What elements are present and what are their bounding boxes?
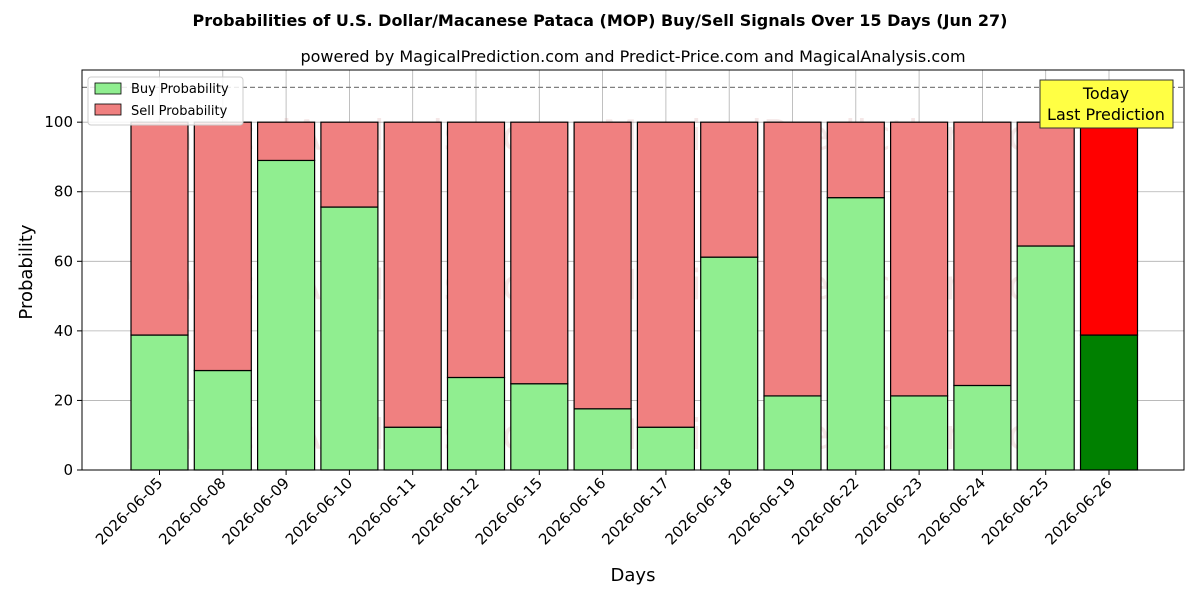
x-tick-label: 2026-06-10 — [282, 474, 356, 548]
bar-sell — [763, 121, 822, 397]
bar-sell — [1079, 121, 1139, 336]
plot-frame — [81, 69, 1185, 471]
annotation-line-2: Last Prediction — [1047, 105, 1165, 124]
x-tick-label: 2026-06-09 — [219, 474, 293, 548]
x-tick-label: 2026-06-15 — [472, 474, 546, 548]
x-tick-label: 2026-06-24 — [915, 474, 989, 548]
bar-buy — [193, 369, 252, 471]
legend-box — [87, 76, 244, 126]
bar-sell — [1016, 121, 1075, 247]
legend-swatch-buy — [94, 82, 122, 95]
x-tick-label: 2026-06-23 — [852, 474, 926, 548]
today-annotation: Today Last Prediction — [1039, 79, 1174, 129]
bar-buy — [763, 395, 822, 471]
x-tick-label: 2026-06-25 — [978, 474, 1052, 548]
bar-sell — [130, 121, 189, 336]
bar-buy — [320, 206, 379, 471]
x-axis-label: Days — [611, 565, 656, 586]
bar-buy — [889, 395, 949, 471]
bar-sell — [193, 121, 252, 372]
x-axis-ticks: 2026-06-052026-06-082026-06-092026-06-10… — [92, 470, 1116, 548]
legend: Buy Probability Sell Probability — [87, 76, 244, 126]
x-tick-label: 2026-06-12 — [408, 474, 482, 548]
bar-sell — [636, 121, 696, 428]
chart-subtitle: powered by MagicalPrediction.com and Pre… — [300, 47, 965, 66]
chart-title: Probabilities of U.S. Dollar/Macanese Pa… — [193, 11, 1008, 30]
bar-buy — [383, 426, 442, 471]
bar-buy — [130, 334, 189, 471]
bar-sell — [700, 121, 759, 258]
bar-buy — [826, 197, 885, 471]
bar-sell — [953, 121, 1012, 387]
y-axis-ticks: 0 20 40 60 80 100 — [44, 113, 82, 479]
y-tick-label: 100 — [44, 113, 73, 131]
bar-sell — [826, 121, 885, 199]
x-tick-label: 2026-06-17 — [598, 474, 672, 548]
x-tick-label: 2026-06-18 — [662, 474, 736, 548]
bar-sell — [889, 121, 949, 397]
bar-sell — [446, 121, 506, 379]
bar-buy — [510, 383, 569, 471]
bar-sell — [257, 121, 316, 162]
y-tick-label: 60 — [54, 252, 73, 270]
annotation-line-1: Today — [1082, 84, 1129, 103]
bar-buy — [1079, 334, 1139, 471]
bars — [130, 121, 1139, 471]
annotation-box — [1039, 79, 1174, 129]
bar-buy — [700, 256, 759, 471]
x-tick-label: 2026-06-22 — [788, 474, 862, 548]
bar-buy — [446, 376, 506, 471]
x-tick-label: 2026-06-19 — [725, 474, 799, 548]
bar-sell — [320, 121, 379, 208]
bar-sell — [573, 121, 632, 410]
bar-buy — [1016, 245, 1075, 471]
bar-sell — [510, 121, 569, 385]
x-tick-label: 2026-06-05 — [92, 474, 166, 548]
x-tick-label: 2026-06-16 — [535, 474, 609, 548]
y-tick-label: 40 — [54, 322, 73, 340]
legend-swatch-sell — [94, 103, 122, 116]
x-tick-label: 2026-06-08 — [155, 474, 229, 548]
legend-label-buy: Buy Probability — [131, 82, 229, 97]
bar-buy — [257, 159, 316, 471]
bar-buy — [636, 426, 696, 471]
bar-sell — [383, 121, 442, 428]
x-tick-label: 2026-06-26 — [1041, 474, 1115, 548]
y-tick-label: 80 — [54, 183, 73, 201]
bar-buy — [953, 384, 1012, 471]
y-tick-label: 0 — [63, 461, 73, 479]
bar-buy — [573, 408, 632, 471]
x-tick-label: 2026-06-11 — [345, 474, 419, 548]
legend-label-sell: Sell Probability — [131, 104, 228, 119]
y-axis-label: Probability — [16, 224, 37, 319]
y-tick-label: 20 — [54, 391, 73, 409]
